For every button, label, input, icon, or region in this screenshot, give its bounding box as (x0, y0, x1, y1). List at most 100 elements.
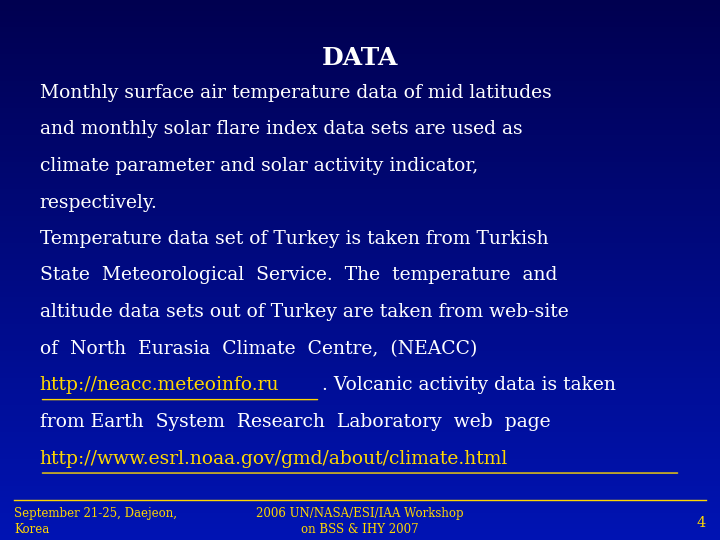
Bar (0, 511, 720, 513)
Text: Temperature data set of Turkey is taken from Turkish: Temperature data set of Turkey is taken … (40, 230, 548, 247)
Bar (0, 282, 720, 285)
Bar (0, 463, 720, 464)
Bar (0, 497, 720, 498)
Bar (0, 171, 720, 173)
Bar (0, 389, 720, 390)
Bar (0, 54, 720, 56)
Bar (0, 362, 720, 363)
Bar (0, 205, 720, 207)
Bar (0, 137, 720, 139)
Bar (0, 373, 720, 374)
Bar (0, 216, 720, 218)
Bar (0, 366, 720, 367)
Bar (0, 103, 720, 104)
Bar (0, 304, 720, 306)
Bar (0, 209, 720, 211)
Bar (0, 336, 720, 339)
Text: of  North  Eurasia  Climate  Centre,  (NEACC): of North Eurasia Climate Centre, (NEACC) (40, 340, 477, 357)
Bar (0, 166, 720, 167)
Bar (0, 394, 720, 396)
Bar (0, 124, 720, 126)
Bar (0, 162, 720, 164)
Bar (0, 11, 720, 12)
Bar (0, 153, 720, 155)
Bar (0, 130, 720, 131)
Bar (0, 211, 720, 212)
Bar (0, 207, 720, 209)
Bar (0, 481, 720, 482)
Bar (0, 369, 720, 371)
Bar (0, 263, 720, 265)
Bar (0, 320, 720, 322)
Bar (0, 513, 720, 515)
Bar (0, 290, 720, 292)
Bar (0, 367, 720, 369)
Bar (0, 255, 720, 258)
Text: http://www.esrl.noaa.gov/gmd/about/climate.html: http://www.esrl.noaa.gov/gmd/about/clima… (40, 450, 508, 468)
Bar (0, 313, 720, 315)
Bar (0, 508, 720, 509)
Bar (0, 346, 720, 347)
Bar (0, 72, 720, 74)
Bar (0, 4, 720, 5)
Bar (0, 425, 720, 427)
Bar (0, 16, 720, 18)
Bar (0, 266, 720, 268)
Bar (0, 529, 720, 531)
Bar (0, 45, 720, 47)
Bar (0, 464, 720, 466)
Bar (0, 414, 720, 416)
Bar (0, 493, 720, 495)
Bar (0, 185, 720, 187)
Bar (0, 76, 720, 77)
Bar (0, 86, 720, 88)
Bar (0, 39, 720, 42)
Bar (0, 77, 720, 79)
Bar (0, 247, 720, 248)
Bar (0, 52, 720, 54)
Bar (0, 328, 720, 329)
Bar (0, 302, 720, 304)
Bar (0, 43, 720, 45)
Bar (0, 194, 720, 196)
Bar (0, 383, 720, 385)
Bar (0, 56, 720, 58)
Bar (0, 454, 720, 455)
Bar (0, 430, 720, 432)
Text: State  Meteorological  Service.  The  temperature  and: State Meteorological Service. The temper… (40, 266, 557, 284)
Bar (0, 34, 720, 36)
Bar (0, 223, 720, 225)
Bar (0, 484, 720, 486)
Bar (0, 42, 720, 43)
Bar (0, 92, 720, 93)
Bar (0, 486, 720, 488)
Bar (0, 358, 720, 360)
Bar (0, 272, 720, 274)
Bar (0, 104, 720, 106)
Bar (0, 201, 720, 204)
Bar (0, 339, 720, 340)
Bar (0, 245, 720, 247)
Bar (0, 106, 720, 108)
Bar (0, 180, 720, 182)
Bar (0, 533, 720, 535)
Bar (0, 248, 720, 250)
Bar (0, 524, 720, 525)
Bar (0, 204, 720, 205)
Bar (0, 340, 720, 342)
Bar (0, 32, 720, 34)
Bar (0, 322, 720, 324)
Bar (0, 293, 720, 295)
Bar (0, 243, 720, 245)
Bar (0, 353, 720, 355)
Bar (0, 133, 720, 135)
Bar (0, 420, 720, 421)
Bar (0, 475, 720, 477)
Bar (0, 286, 720, 288)
Bar (0, 225, 720, 227)
Bar (0, 461, 720, 463)
Bar (0, 443, 720, 444)
Text: and monthly solar flare index data sets are used as: and monthly solar flare index data sets … (40, 120, 522, 138)
Bar (0, 371, 720, 373)
Bar (0, 491, 720, 493)
